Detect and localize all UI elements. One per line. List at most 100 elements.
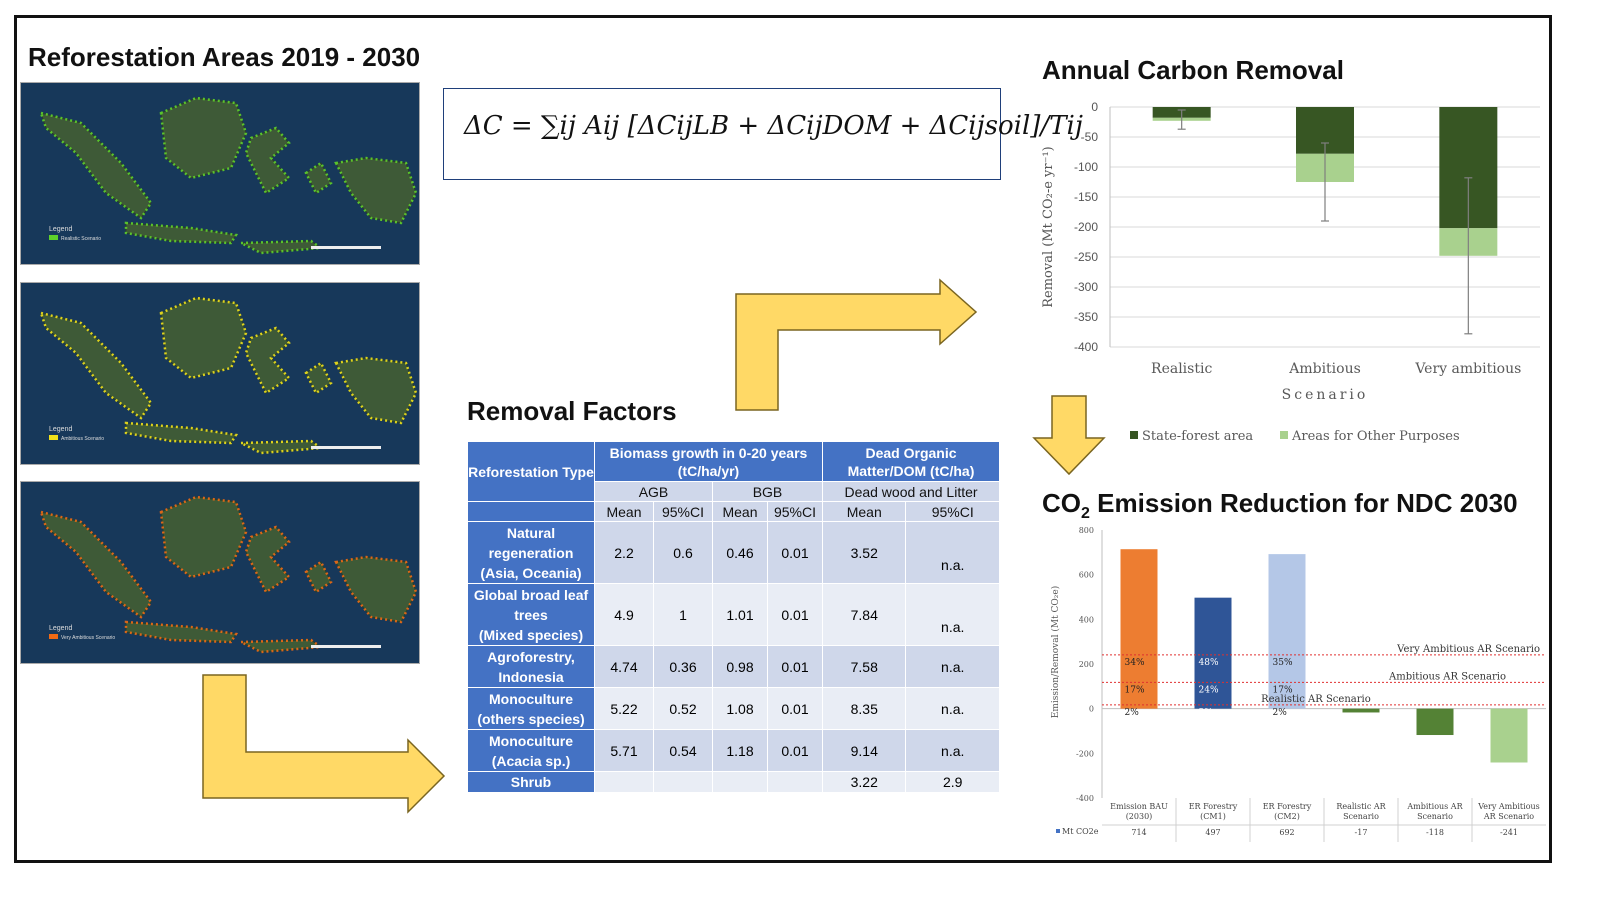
- table-cell: 2.9: [905, 771, 1000, 793]
- chart1-y-tick-label: 0: [1091, 100, 1098, 114]
- table-cell: n.a.: [905, 645, 1000, 688]
- maps-heading: Reforestation Areas 2019 - 2030: [28, 42, 421, 72]
- table-cell: 0.01: [767, 521, 823, 584]
- table-header-mean: Mean: [712, 501, 768, 522]
- map-ambitious-image: [21, 283, 419, 464]
- table-cell: 7.58: [821, 645, 907, 688]
- table-cell: [594, 771, 654, 793]
- table-cell-type: Agroforestry, Indonesia: [467, 645, 595, 688]
- table-cell: 0.52: [653, 687, 713, 730]
- annual-carbon-chart: 0 -50 -100 -150 -200 -250 -300 -350 -400 Removal …: [1041, 100, 1540, 444]
- map-legend-swatch: [49, 435, 58, 440]
- table-cell-type: Shrub: [467, 771, 595, 793]
- table-cell-type: Monoculture (others species): [467, 687, 595, 730]
- table-header-dom: Dead Organic Matter/DOM (tC/ha): [822, 441, 1000, 482]
- table-row: Monoculture (others species) 5.22 0.52 1…: [467, 687, 1000, 730]
- chart2-x-tick-label: AR Scenario: [1483, 812, 1534, 821]
- chart2-percent-label: 17%: [1125, 685, 1145, 695]
- chart1-x-tick-label: Very ambitious: [1414, 361, 1521, 377]
- map-reforestation-area: [159, 495, 248, 579]
- map-reforestation-area: [124, 221, 239, 245]
- table-cell: 2.2: [594, 521, 654, 584]
- table-header-dead-wood: Dead wood and Litter: [822, 481, 1000, 502]
- table-header-ci: 95%CI: [653, 501, 713, 522]
- chart1-y-tick-label: -300: [1074, 280, 1098, 294]
- type-line: trees: [514, 606, 548, 623]
- map-reforestation-area: [304, 361, 333, 395]
- chart2-percent-label: 2%: [1125, 708, 1140, 718]
- chart2-x-tick-label: (CM2): [1274, 812, 1300, 821]
- chart2-bar: [1194, 597, 1232, 709]
- chart2-percent-label: 34%: [1125, 658, 1145, 668]
- chart2-reference-label: Very Ambitious AR Scenario: [1396, 644, 1540, 655]
- chart2-reference-label: Realistic AR Scenario: [1261, 694, 1371, 705]
- map-very-ambitious-legend-title: Legend: [49, 625, 73, 632]
- map-reforestation-area: [39, 311, 153, 420]
- chart2-legend-swatch: [1056, 829, 1060, 833]
- chart1-y-tick-label: -350: [1074, 310, 1098, 324]
- table-cell: 3.22: [821, 771, 907, 793]
- table-cell: 0.01: [767, 687, 823, 730]
- map-realistic-image: [21, 83, 419, 264]
- chart2-x-tick-label: ER Forestry: [1189, 802, 1238, 811]
- chart2-value-label: 692: [1279, 828, 1294, 837]
- table-header-agb: AGB: [594, 481, 713, 502]
- chart1-y-tick-label: -400: [1074, 340, 1098, 354]
- map-very-ambitious: Legend Very Ambitious Scenario: [20, 481, 420, 664]
- table-row: Agroforestry, Indonesia 4.74 0.36 0.98 0…: [467, 645, 1000, 688]
- table-cell: 9.14: [821, 729, 907, 772]
- table-cell: 0.36: [653, 645, 713, 688]
- map-island: [335, 157, 417, 224]
- table-header-dom-2: Matter/DOM (tC/ha): [847, 462, 975, 479]
- chart2-value-label: -118: [1426, 828, 1444, 837]
- co2-heading-sub: 2: [1081, 505, 1090, 523]
- map-scale-bar: [311, 246, 381, 249]
- chart1-legend-label: State-forest area: [1142, 429, 1253, 444]
- table-cell: n.a.: [905, 583, 1000, 646]
- chart1-legend-swatch: [1280, 431, 1288, 439]
- map-reforestation-area: [39, 510, 153, 619]
- map-reforestation-area: [304, 161, 333, 195]
- annual-carbon-heading: Annual Carbon Removal: [1042, 55, 1344, 85]
- table-header-mean: Mean: [594, 501, 654, 522]
- chart1-y-tick-label: -150: [1074, 190, 1098, 204]
- chart1-x-axis-label: Scenario: [1282, 387, 1369, 403]
- map-legend-swatch: [49, 235, 58, 240]
- map-realistic: Legend Realistic Scenario: [20, 82, 420, 265]
- chart2-bar: [1416, 708, 1454, 736]
- table-header-bgb: BGB: [712, 481, 823, 502]
- chart1-legend-label: Areas for Other Purposes: [1291, 429, 1460, 444]
- map-reforestation-area: [240, 239, 325, 255]
- table-cell: 5.22: [594, 687, 654, 730]
- table-header-ci: 95%CI: [905, 501, 1000, 522]
- type-line: Monoculture: [489, 732, 573, 749]
- table-cell: 0.01: [767, 583, 823, 646]
- map-reforestation-area: [124, 620, 239, 644]
- co2-heading-prefix: CO: [1042, 488, 1081, 518]
- chart1-y-tick-label: -250: [1074, 250, 1098, 264]
- map-reforestation-area: [304, 560, 333, 594]
- chart2-percent-label: 3%: [1199, 708, 1214, 718]
- chart2-x-tick-label: Scenario: [1417, 812, 1453, 821]
- map-very-ambitious-image: [21, 482, 419, 663]
- map-ambitious-legend-item: Ambitious Scenario: [61, 436, 105, 442]
- table-header-type: Reforestation Type: [467, 441, 595, 502]
- chart2-x-tick-label: ER Forestry: [1263, 802, 1312, 811]
- chart2-y-tick-label: 800: [1079, 526, 1094, 535]
- chart1-legend-swatch: [1130, 431, 1138, 439]
- table-cell: 4.74: [594, 645, 654, 688]
- type-line: Monoculture: [489, 690, 573, 707]
- chart1-y-tick-label: -200: [1074, 220, 1098, 234]
- table-cell-type: Monoculture (Acacia sp.): [467, 729, 595, 772]
- removal-factors-heading: Removal Factors: [467, 396, 677, 426]
- table-cell: n.a.: [905, 521, 1000, 584]
- chart2-x-tick-label: Ambitious AR: [1406, 802, 1463, 811]
- table-cell: 1.18: [712, 729, 768, 772]
- type-line: Shrub: [510, 774, 552, 790]
- table-cell: n.a.: [905, 687, 1000, 730]
- chart1-x-tick-label: Ambitious: [1288, 361, 1361, 377]
- chart1-y-axis-label: Removal (Mt CO₂-e yr⁻¹): [1041, 146, 1056, 308]
- map-very-ambitious-legend-item: Very Ambitious Scenario: [61, 635, 116, 641]
- table-header-blank: [467, 501, 595, 522]
- arrow-down-icon: [1032, 395, 1106, 476]
